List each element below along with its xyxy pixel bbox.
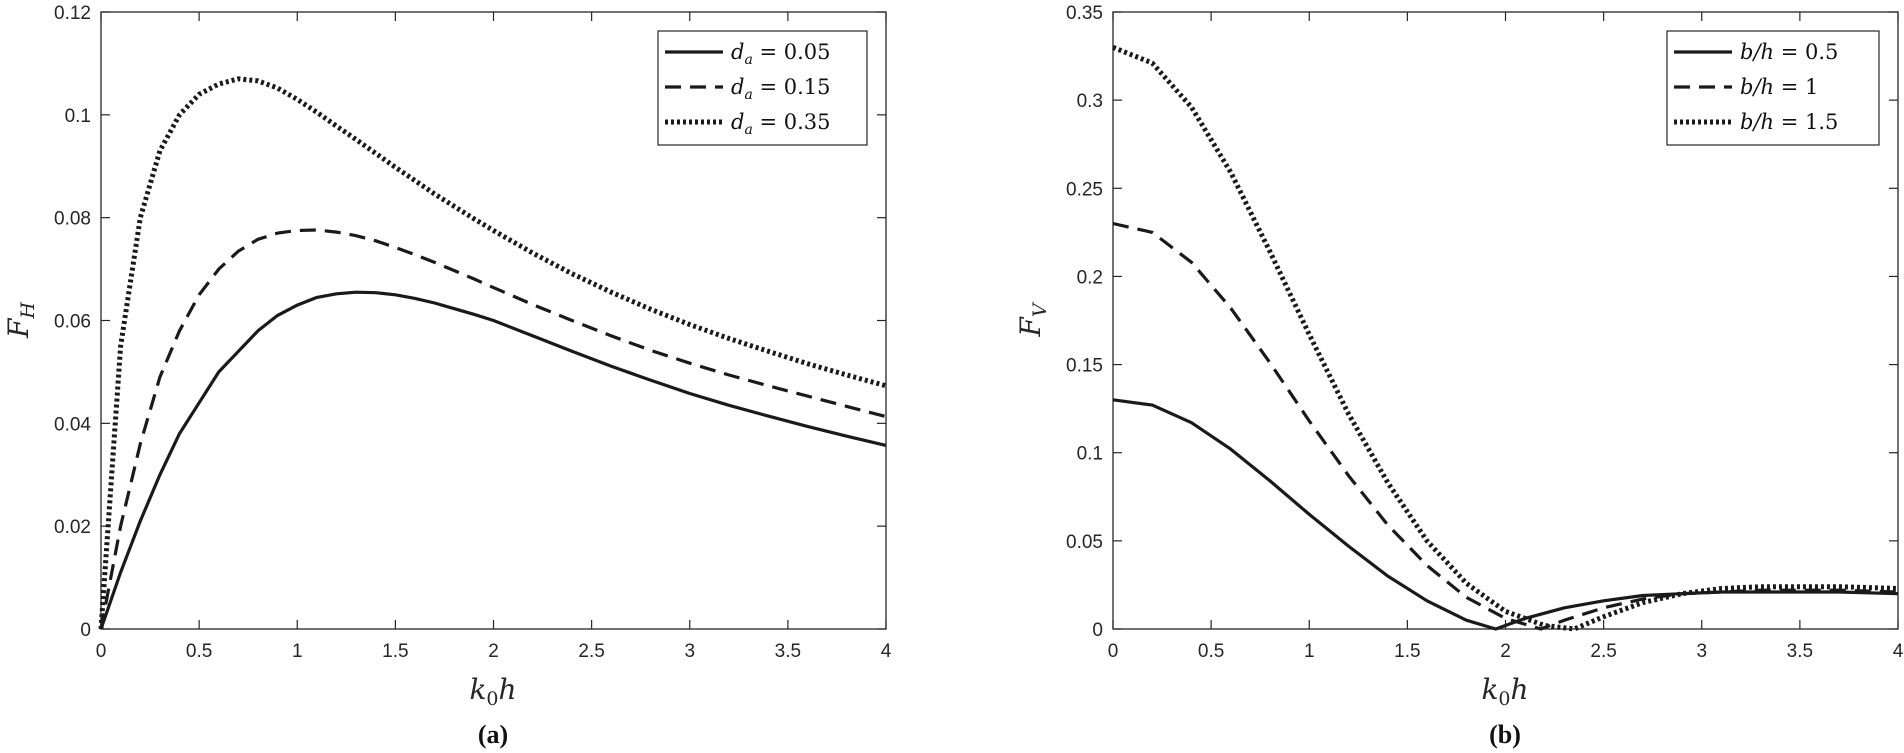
panel-a-xtick-label: 3 <box>684 641 695 662</box>
panel-b-xtick-label: 4 <box>1893 641 1904 662</box>
panel-b-x-axis-label: k0h <box>1481 673 1528 710</box>
panel-a-series-solid-line <box>99 290 887 630</box>
panel-a-xtick-label: 4 <box>881 641 892 662</box>
panel-b-series-solid-line <box>1112 398 1899 631</box>
panel-b-xtick-label: 1 <box>1304 641 1315 662</box>
panel-b-ytick-label: 0.2 <box>1077 267 1103 288</box>
panel-b-series <box>1112 44 1899 632</box>
panel-a-legend-entry-2: da = 0.15 <box>731 75 831 103</box>
panel-b-legend: b/h = 0.5 b/h = 1 b/h = 1.5 <box>1666 30 1880 146</box>
panel-b-ytick-label: 0 <box>1092 620 1103 641</box>
panel-b-y-axis-label: FV <box>1014 301 1051 337</box>
panel-b-ytick-label: 0.15 <box>1066 356 1103 377</box>
panel-a-xtick-label: 2 <box>488 641 499 662</box>
panel-b-xtick-label: 2.5 <box>1590 641 1616 662</box>
panel-b-xtick-label: 0 <box>1108 641 1119 662</box>
panel-b-xtick-label: 3.5 <box>1787 641 1813 662</box>
panel-a-y-axis-label: FH <box>2 302 39 339</box>
panel-a-xtick-label: 0.5 <box>186 641 212 662</box>
panel-a-legend: da = 0.05 da = 0.15 da = 0.35 <box>657 30 868 146</box>
panel-a-series-dashed-line <box>99 228 887 630</box>
panel-a-xtick-label: 0 <box>96 641 107 662</box>
panel-a-ytick-label: 0.12 <box>54 3 91 24</box>
panel-b-chart: 0 0.5 1 1.5 2 2.5 3 3.5 4 0 0.05 0.1 0.15 0.2 0.25 0.3… <box>1014 3 1904 749</box>
panel-a-ytick-label: 0.04 <box>54 414 91 435</box>
panel-a-x-axis-label: k0h <box>469 673 516 710</box>
panel-b-legend-entry-2: b/h = 1 <box>1740 75 1818 99</box>
panel-b-xtick-label: 0.5 <box>1198 641 1224 662</box>
panel-b-series-dotted-line <box>1112 44 1899 632</box>
panel-b-legend-entry-1: b/h = 0.5 <box>1740 40 1838 64</box>
panel-a-ytick-label: 0 <box>80 620 91 641</box>
panel-b-ytick-label: 0.05 <box>1066 532 1103 553</box>
panel-b-xtick-label: 3 <box>1696 641 1707 662</box>
panel-a-chart: 0 0.5 1 1.5 2 2.5 3 3.5 4 0 0.02 0.04 0.06 0.08 0.1 0.… <box>2 3 892 749</box>
panel-a-legend-entry-1: da = 0.05 <box>731 40 831 68</box>
panel-a-xtick-label: 1.5 <box>382 641 408 662</box>
panel-b-ytick-label: 0.35 <box>1066 3 1103 24</box>
panel-b-xtick-label: 1.5 <box>1394 641 1420 662</box>
panel-a-ytick-label: 0.02 <box>54 517 91 538</box>
panel-b-xtick-label: 2 <box>1500 641 1511 662</box>
panel-a-yticks: 0 0.02 0.04 0.06 0.08 0.1 0.12 <box>54 3 886 641</box>
panel-b-ytick-label: 0.3 <box>1077 91 1103 112</box>
panel-a-xtick-label: 1 <box>292 641 303 662</box>
panel-a-ytick-label: 0.08 <box>54 209 91 230</box>
panel-a-series <box>98 76 887 630</box>
panel-b-xticks: 0 0.5 1 1.5 2 2.5 3 3.5 4 <box>1108 12 1904 662</box>
panel-a-xtick-label: 3.5 <box>775 641 801 662</box>
panel-b-ytick-label: 0.1 <box>1077 444 1103 465</box>
panel-a-xticks: 0 0.5 1 1.5 2 2.5 3 3.5 4 <box>96 12 892 662</box>
panel-a-legend-entry-3: da = 0.35 <box>731 110 831 138</box>
panel-a-xtick-label: 2.5 <box>578 641 604 662</box>
panel-b-ytick-label: 0.25 <box>1066 179 1103 200</box>
panel-b-yticks: 0 0.05 0.1 0.15 0.2 0.25 0.3 0.35 <box>1066 3 1898 641</box>
panel-b-label: (b) <box>1489 720 1521 749</box>
panel-a-ytick-label: 0.1 <box>65 106 91 127</box>
panel-a-label: (a) <box>478 720 508 749</box>
panel-a-ytick-label: 0.06 <box>54 312 91 333</box>
panel-b-legend-entry-3: b/h = 1.5 <box>1740 110 1838 134</box>
panel-a-series-dotted-line <box>98 76 887 630</box>
